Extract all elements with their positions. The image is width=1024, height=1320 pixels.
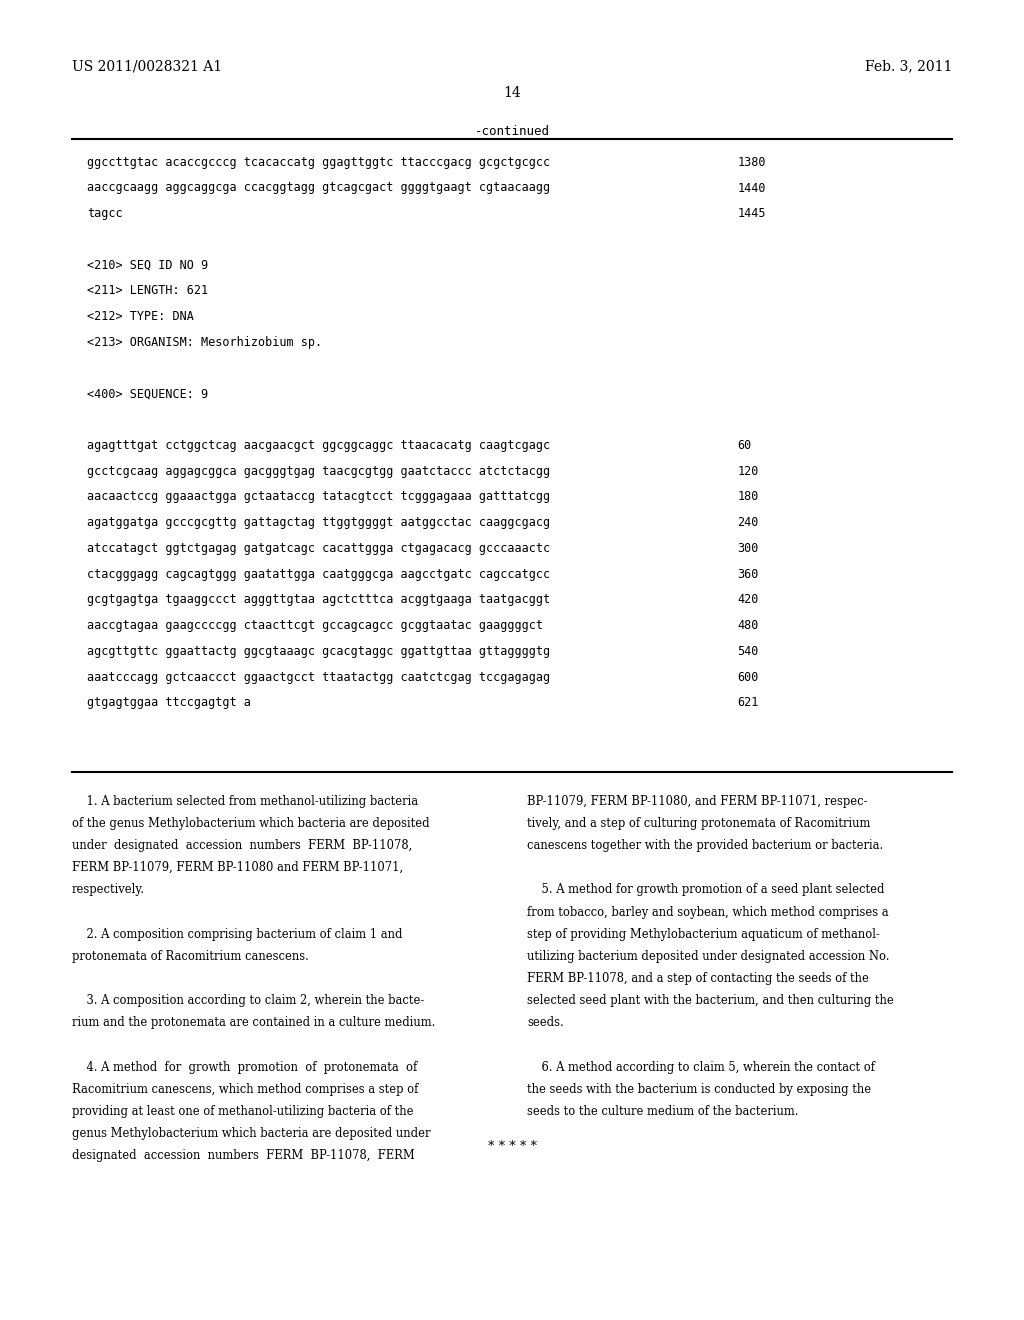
Text: designated  accession  numbers  FERM  BP-11078,  FERM: designated accession numbers FERM BP-110… (72, 1150, 415, 1163)
Text: 480: 480 (737, 619, 759, 632)
Text: <210> SEQ ID NO 9: <210> SEQ ID NO 9 (87, 259, 208, 272)
Text: the seeds with the bacterium is conducted by exposing the: the seeds with the bacterium is conducte… (527, 1082, 871, 1096)
Text: respectively.: respectively. (72, 883, 144, 896)
Text: * * * * *: * * * * * (487, 1140, 537, 1154)
Text: 5. A method for growth promotion of a seed plant selected: 5. A method for growth promotion of a se… (527, 883, 885, 896)
Text: of the genus ​Methylobacterium​ which bacteria are deposited: of the genus ​Methylobacterium​ which ba… (72, 817, 429, 830)
Text: <213> ORGANISM: Mesorhizobium sp.: <213> ORGANISM: Mesorhizobium sp. (87, 335, 323, 348)
Text: <211> LENGTH: 621: <211> LENGTH: 621 (87, 285, 208, 297)
Text: 240: 240 (737, 516, 759, 529)
Text: gtgagtggaa ttccgagtgt a: gtgagtggaa ttccgagtgt a (87, 697, 251, 709)
Text: <212> TYPE: DNA: <212> TYPE: DNA (87, 310, 194, 323)
Text: aacaactccg ggaaactgga gctaataccg tatacgtcct tcgggagaaa gatttatcgg: aacaactccg ggaaactgga gctaataccg tatacgt… (87, 490, 550, 503)
Text: ctacgggagg cagcagtggg gaatattgga caatgggcga aagcctgatc cagccatgcc: ctacgggagg cagcagtggg gaatattgga caatggg… (87, 568, 550, 581)
Text: 14: 14 (503, 86, 521, 100)
Text: selected seed plant with the bacterium, and then culturing the: selected seed plant with the bacterium, … (527, 994, 894, 1007)
Text: <400> SEQUENCE: 9: <400> SEQUENCE: 9 (87, 388, 208, 400)
Text: genus ​Methylobacterium​ which bacteria are deposited under: genus ​Methylobacterium​ which bacteria … (72, 1127, 430, 1140)
Text: atccatagct ggtctgagag gatgatcagc cacattggga ctgagacacg gcccaaactc: atccatagct ggtctgagag gatgatcagc cacattg… (87, 541, 550, 554)
Text: step of providing ​Methylobacterium aquaticum​ of methanol-: step of providing ​Methylobacterium aqua… (527, 928, 881, 941)
Text: agagtttgat cctggctcag aacgaacgct ggcggcaggc ttaacacatg caagtcgagc: agagtttgat cctggctcag aacgaacgct ggcggca… (87, 438, 550, 451)
Text: 1440: 1440 (737, 181, 766, 194)
Text: 540: 540 (737, 644, 759, 657)
Text: 1. A bacterium selected from methanol-utilizing bacteria: 1. A bacterium selected from methanol-ut… (72, 795, 418, 808)
Text: agatggatga gcccgcgttg gattagctag ttggtggggt aatggcctac caaggcgacg: agatggatga gcccgcgttg gattagctag ttggtgg… (87, 516, 550, 529)
Text: gcgtgagtga tgaaggccct agggttgtaa agctctttca acggtgaaga taatgacggt: gcgtgagtga tgaaggccct agggttgtaa agctctt… (87, 594, 550, 606)
Text: ​Racomitrium canescens​, which method comprises a step of: ​Racomitrium canescens​, which method co… (72, 1082, 418, 1096)
Text: 60: 60 (737, 438, 752, 451)
Text: rium and the protonemata are contained in a culture medium.: rium and the protonemata are contained i… (72, 1016, 435, 1030)
Text: providing at least one of methanol-utilizing bacteria of the: providing at least one of methanol-utili… (72, 1105, 413, 1118)
Text: seeds.: seeds. (527, 1016, 564, 1030)
Text: aaccgcaagg aggcaggcga ccacggtagg gtcagcgact ggggtgaagt cgtaacaagg: aaccgcaagg aggcaggcga ccacggtagg gtcagcg… (87, 181, 550, 194)
Text: 621: 621 (737, 697, 759, 709)
Text: US 2011/0028321 A1: US 2011/0028321 A1 (72, 59, 222, 74)
Text: FERM BP-11079, FERM BP-11080 and FERM BP-11071,: FERM BP-11079, FERM BP-11080 and FERM BP… (72, 861, 402, 874)
Text: 600: 600 (737, 671, 759, 684)
Text: aaccgtagaa gaagccccgg ctaacttcgt gccagcagcc gcggtaatac gaaggggct: aaccgtagaa gaagccccgg ctaacttcgt gccagca… (87, 619, 543, 632)
Text: aaatcccagg gctcaaccct ggaactgcct ttaatactgg caatctcgag tccgagagag: aaatcccagg gctcaaccct ggaactgcct ttaatac… (87, 671, 550, 684)
Text: FERM BP-11078, and a step of contacting the seeds of the: FERM BP-11078, and a step of contacting … (527, 972, 869, 985)
Text: under  designated  accession  numbers  FERM  BP-11078,: under designated accession numbers FERM … (72, 840, 412, 851)
Text: 180: 180 (737, 490, 759, 503)
Text: protonemata of ​Racomitrium canescens​.: protonemata of ​Racomitrium canescens​. (72, 950, 308, 962)
Text: gcctcgcaag aggagcggca gacgggtgag taacgcgtgg gaatctaccc atctctacgg: gcctcgcaag aggagcggca gacgggtgag taacgcg… (87, 465, 550, 478)
Text: seeds to the culture medium of the bacterium.: seeds to the culture medium of the bacte… (527, 1105, 799, 1118)
Text: 1445: 1445 (737, 207, 766, 220)
Text: BP-11079, FERM BP-11080, and FERM BP-11071, respec-: BP-11079, FERM BP-11080, and FERM BP-110… (527, 795, 868, 808)
Text: agcgttgttc ggaattactg ggcgtaaagc gcacgtaggc ggattgttaa gttaggggtg: agcgttgttc ggaattactg ggcgtaaagc gcacgta… (87, 644, 550, 657)
Text: ​canescens​ together with the provided bacterium or bacteria.: ​canescens​ together with the provided b… (527, 840, 884, 851)
Text: Feb. 3, 2011: Feb. 3, 2011 (865, 59, 952, 74)
Text: -continued: -continued (474, 125, 550, 139)
Text: 6. A method according to claim 5, wherein the contact of: 6. A method according to claim 5, wherei… (527, 1061, 876, 1073)
Text: tagcc: tagcc (87, 207, 123, 220)
Text: 1380: 1380 (737, 156, 766, 169)
Text: 360: 360 (737, 568, 759, 581)
Text: from tobacco, barley and soybean, which method comprises a: from tobacco, barley and soybean, which … (527, 906, 889, 919)
Text: 420: 420 (737, 594, 759, 606)
Text: utilizing bacterium deposited under designated accession No.: utilizing bacterium deposited under desi… (527, 950, 890, 962)
Text: 2. A composition comprising bacterium of claim 1 and: 2. A composition comprising bacterium of… (72, 928, 402, 941)
Text: 3. A composition according to claim 2, wherein the bacte-: 3. A composition according to claim 2, w… (72, 994, 424, 1007)
Text: 300: 300 (737, 541, 759, 554)
Text: ggccttgtac acaccgcccg tcacaccatg ggagttggtc ttacccgacg gcgctgcgcc: ggccttgtac acaccgcccg tcacaccatg ggagttg… (87, 156, 550, 169)
Text: 4. A method  for  growth  promotion  of  protonemata  of: 4. A method for growth promotion of prot… (72, 1061, 417, 1073)
Text: tively, and a step of culturing protonemata of ​Racomitrium: tively, and a step of culturing protonem… (527, 817, 870, 830)
Text: 120: 120 (737, 465, 759, 478)
